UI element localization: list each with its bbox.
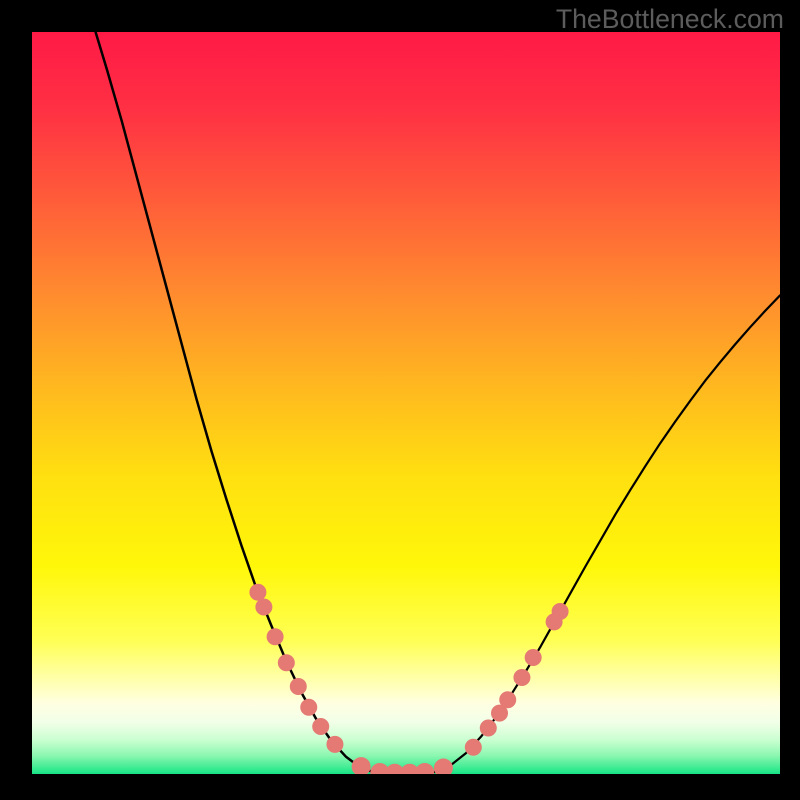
marker-dot — [327, 736, 343, 752]
curve-layer — [32, 32, 780, 774]
watermark-label: TheBottleneck.com — [556, 4, 784, 35]
marker-dot — [301, 699, 317, 715]
marker-dot — [465, 739, 481, 755]
chart-canvas: TheBottleneck.com — [0, 0, 800, 800]
marker-dot — [525, 650, 541, 666]
curve-right — [421, 295, 780, 774]
marker-dot — [256, 599, 272, 615]
marker-group — [250, 584, 568, 774]
marker-dot — [250, 584, 266, 600]
marker-dot — [278, 655, 294, 671]
marker-dot — [416, 764, 434, 774]
marker-dot — [500, 692, 516, 708]
marker-dot — [352, 758, 370, 774]
plot-area — [32, 32, 780, 774]
marker-dot — [313, 719, 329, 735]
curve-left — [96, 32, 391, 774]
marker-dot — [480, 720, 496, 736]
marker-dot — [434, 759, 452, 774]
marker-dot — [267, 629, 283, 645]
marker-dot — [514, 670, 530, 686]
marker-dot — [552, 604, 568, 620]
plot-frame — [32, 32, 780, 774]
marker-dot — [290, 678, 306, 694]
